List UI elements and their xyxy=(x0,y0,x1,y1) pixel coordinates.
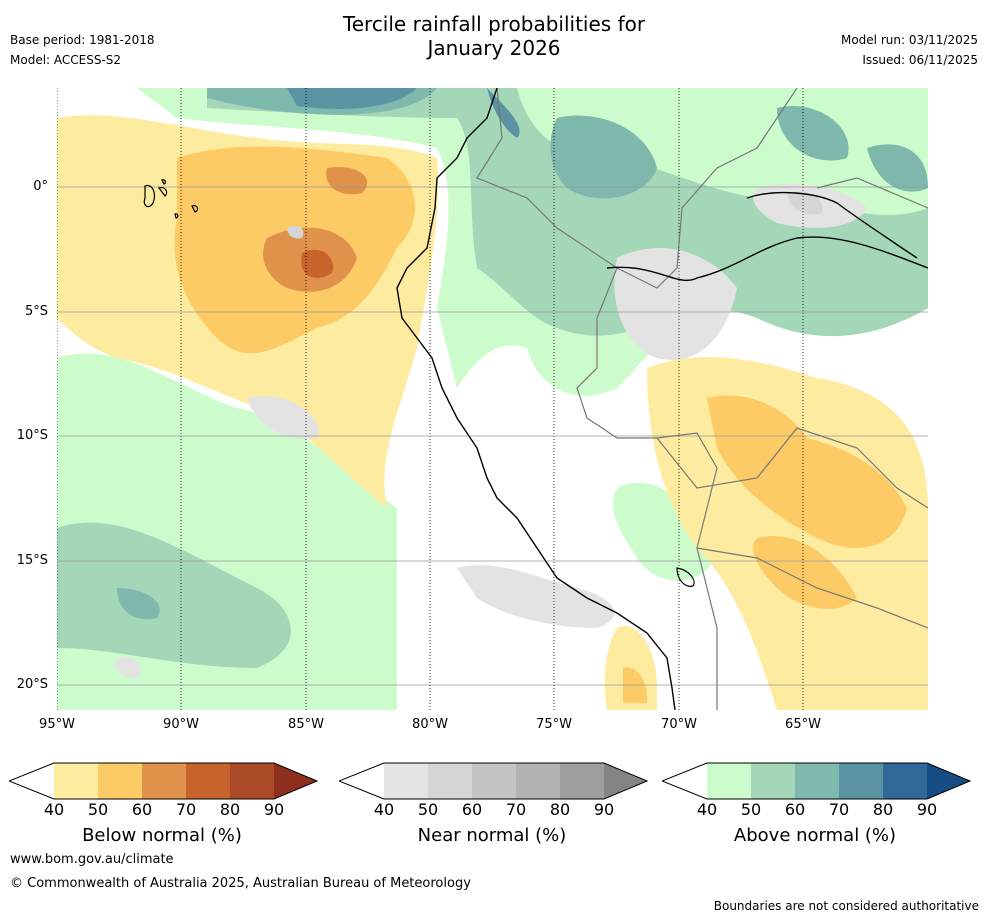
near-normal-patch-sw xyxy=(115,657,141,678)
colorbar-outline xyxy=(662,762,972,800)
above-normal-50-region-north xyxy=(207,88,928,337)
above-normal-region-andes xyxy=(613,482,717,581)
below-normal-60-region-se xyxy=(707,395,907,548)
boundary-disclaimer: Boundaries are not considered authoritat… xyxy=(713,899,979,913)
near-normal-region-south-coast xyxy=(457,565,615,628)
galapagos-islands xyxy=(143,179,199,219)
near-normal-patch-offshore xyxy=(247,396,319,439)
colorbar-tick: 40 xyxy=(43,800,65,819)
colorbar-below-normal xyxy=(9,762,319,800)
colorbar-swatch xyxy=(927,763,970,799)
colorbar-tick: 70 xyxy=(175,800,197,819)
colorbar-tick: 40 xyxy=(696,800,718,819)
lake-titicaca xyxy=(676,567,695,587)
lon-label: 95°W xyxy=(39,717,75,732)
colorbar-outline xyxy=(9,762,319,800)
colorbar-swatch xyxy=(516,763,560,799)
colorbar-swatch xyxy=(751,763,795,799)
colorbar-swatch xyxy=(230,763,274,799)
model-name: Model: ACCESS-S2 xyxy=(10,53,122,67)
title-line-1: Tercile rainfall probabilities for xyxy=(342,12,646,36)
colorbar-tick: 90 xyxy=(263,800,285,819)
above-normal-60-patch-ne xyxy=(550,115,657,199)
lon-label: 80°W xyxy=(412,717,448,732)
lat-label: 0° xyxy=(33,179,48,194)
title-line-2: January 2026 xyxy=(427,36,561,60)
colorbar-swatch xyxy=(9,763,54,799)
below-normal-80-core xyxy=(301,249,333,278)
above-normal-60-patch-sw xyxy=(117,588,160,620)
colorbar-swatch xyxy=(428,763,472,799)
colorbar-swatch xyxy=(839,763,883,799)
colorbar-swatch xyxy=(707,763,751,799)
colorbar-tick: 70 xyxy=(828,800,850,819)
lon-label: 70°W xyxy=(661,717,697,732)
colorbar-near-title: Near normal (%) xyxy=(417,825,567,846)
colorbar-tick: 60 xyxy=(461,800,483,819)
colorbar-tick: 60 xyxy=(784,800,806,819)
colorbar-swatch xyxy=(883,763,927,799)
colorbar-swatch xyxy=(186,763,230,799)
above-normal-70-band-north xyxy=(287,88,417,109)
probability-map[interactable] xyxy=(57,88,928,710)
colorbar-swatch xyxy=(142,763,186,799)
colorbar-tick: 50 xyxy=(87,800,109,819)
lon-label: 90°W xyxy=(163,717,199,732)
meta-right: Model run: 03/11/2025 Issued: 06/11/2025 xyxy=(841,30,978,70)
colorbar-tick: 50 xyxy=(740,800,762,819)
above-normal-50-region-sw xyxy=(57,522,291,668)
below-normal-60-patch-se xyxy=(753,536,857,609)
issued-date: Issued: 06/11/2025 xyxy=(862,53,978,67)
lon-label: 75°W xyxy=(536,717,572,732)
below-normal-70-patch-north xyxy=(326,167,368,195)
above-normal-60-patch-far-e xyxy=(867,144,928,192)
lat-label: 5°S xyxy=(24,304,48,319)
near-normal-55-patch-ne xyxy=(787,191,823,215)
above-normal-60-patch-e xyxy=(777,106,849,161)
lat-gridlines xyxy=(57,186,928,686)
colorbar-tick: 90 xyxy=(916,800,938,819)
footer-copyright: © Commonwealth of Australia 2025, Austra… xyxy=(10,876,471,891)
colorbar-tick: 90 xyxy=(593,800,615,819)
colorbar-near-normal xyxy=(339,762,649,800)
colorbar-swatch xyxy=(472,763,516,799)
near-normal-patch-west xyxy=(287,226,304,239)
colorbar-tick: 80 xyxy=(549,800,571,819)
lat-label: 10°S xyxy=(16,428,48,443)
above-normal-70-patch-coast xyxy=(487,88,520,138)
lon-label: 85°W xyxy=(288,717,324,732)
colorbar-tick: 50 xyxy=(417,800,439,819)
colorbar-swatch xyxy=(274,763,317,799)
colorbar-swatch xyxy=(54,763,98,799)
colorbar-swatch xyxy=(795,763,839,799)
colorbar-tick: 40 xyxy=(373,800,395,819)
colorbar-above-normal xyxy=(662,762,972,800)
colorbar-swatch xyxy=(560,763,604,799)
colorbar-tick: 80 xyxy=(872,800,894,819)
colorbar-swatch xyxy=(339,763,384,799)
colorbar-swatch xyxy=(98,763,142,799)
colorbar-tick: 60 xyxy=(131,800,153,819)
colorbar-swatch xyxy=(662,763,707,799)
colorbar-above-title: Above normal (%) xyxy=(733,825,897,846)
colorbar-tick: 80 xyxy=(219,800,241,819)
map-canvas xyxy=(57,88,928,710)
footer-website[interactable]: www.bom.gov.au/climate xyxy=(10,852,174,867)
colorbar-below-title: Below normal (%) xyxy=(82,825,242,846)
lon-label: 65°W xyxy=(785,717,821,732)
coastlines xyxy=(396,88,928,710)
meta-left: Base period: 1981-2018 Model: ACCESS-S2 xyxy=(10,30,155,70)
colorbar-swatch xyxy=(384,763,428,799)
chart-title: Tercile rainfall probabilities for Janua… xyxy=(0,12,988,60)
lat-label: 15°S xyxy=(16,553,48,568)
lat-label: 20°S xyxy=(16,677,48,692)
colorbar-tick: 70 xyxy=(505,800,527,819)
colorbar-swatch xyxy=(604,763,647,799)
colorbar-outline xyxy=(339,762,649,800)
base-period: Base period: 1981-2018 xyxy=(10,33,155,47)
model-run: Model run: 03/11/2025 xyxy=(840,33,978,47)
